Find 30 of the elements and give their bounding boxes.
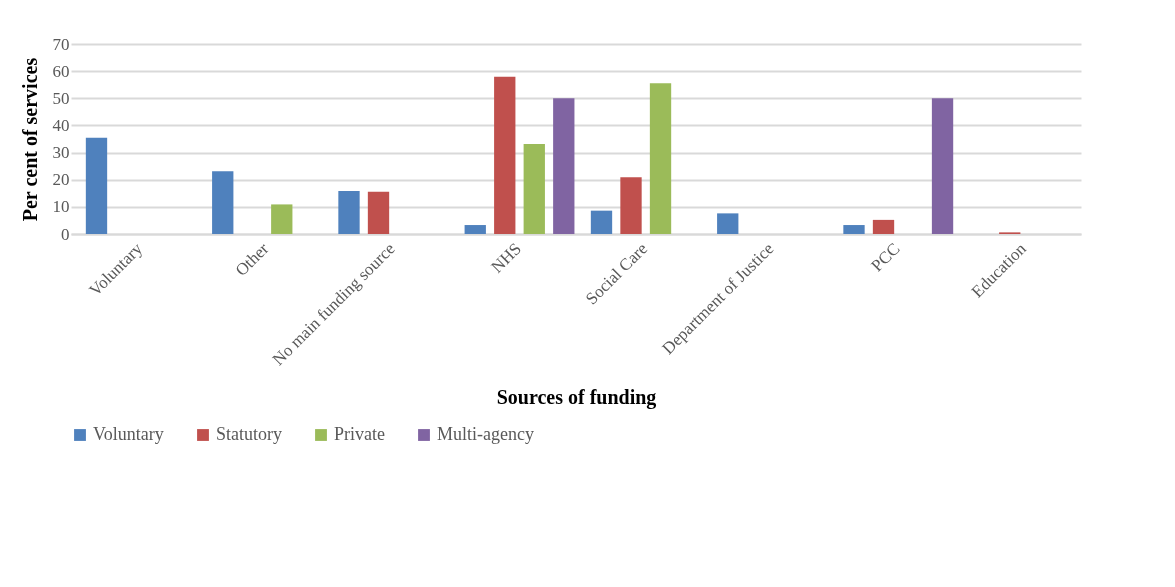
y-tick-label: 10 <box>52 197 70 217</box>
bar <box>85 137 108 234</box>
bar <box>717 213 739 234</box>
x-axis-title: Sources of funding <box>496 386 657 410</box>
bar <box>931 98 954 234</box>
legend-label: Private <box>334 424 385 444</box>
bar <box>338 191 360 234</box>
y-axis-title: Per cent of services <box>18 57 41 222</box>
bar <box>367 191 390 234</box>
y-tick-label: 30 <box>52 143 70 163</box>
bar <box>523 143 545 234</box>
bar <box>620 177 642 234</box>
bar <box>271 204 293 234</box>
bar <box>649 83 672 234</box>
y-tick-label: 40 <box>52 115 70 135</box>
y-tick-label: 60 <box>52 61 70 81</box>
legend-label: Voluntary <box>93 424 164 444</box>
y-tick-label: 0 <box>61 224 70 244</box>
legend-label: Statutory <box>216 424 282 444</box>
bar <box>494 76 516 234</box>
y-tick-label: 70 <box>52 34 70 54</box>
legend-label: Multi-agency <box>437 424 534 444</box>
bar <box>843 225 865 234</box>
bar <box>590 210 613 234</box>
bar <box>553 98 575 234</box>
y-tick-label: 50 <box>52 88 70 108</box>
bar <box>464 225 486 234</box>
bar <box>872 219 895 234</box>
y-tick-label: 20 <box>52 170 70 190</box>
bar <box>212 171 234 234</box>
